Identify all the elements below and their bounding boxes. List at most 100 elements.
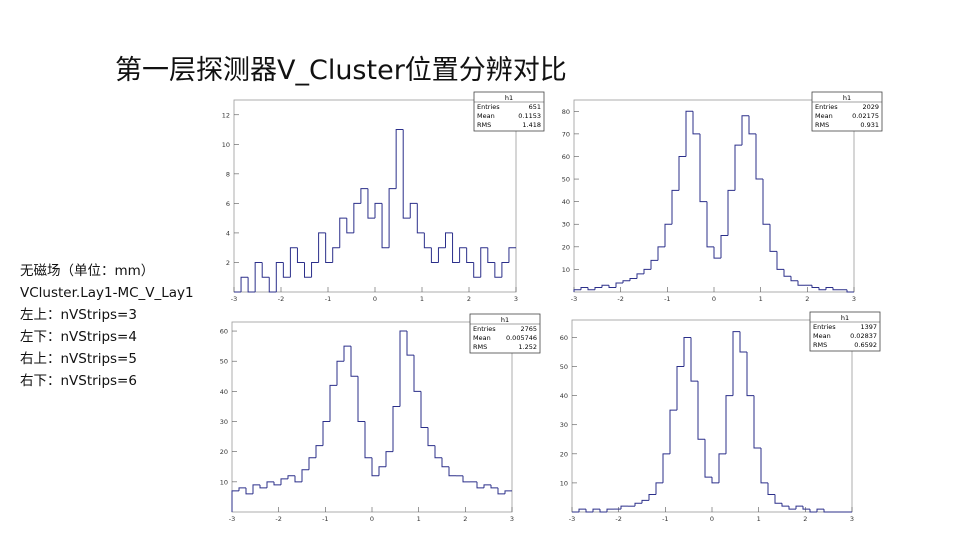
x-tick-label: 2 [467,295,471,303]
histogram-bin [634,502,642,507]
histogram-bin [420,391,428,429]
histogram-bin [430,247,439,263]
x-tick-label: 3 [510,515,514,523]
stats-value: 0.1153 [518,112,541,120]
y-tick-label: 20 [562,243,570,251]
histogram-bin [339,217,347,248]
histogram-bin [311,261,319,278]
x-tick-label: 1 [420,295,424,303]
histogram-bin [423,232,432,249]
histogram-bin [462,475,470,483]
histogram-bin [402,129,411,219]
y-tick-label: 60 [220,328,228,336]
histogram-bin [606,508,614,512]
stats-value: 0.02837 [850,332,877,340]
histogram-bin [734,144,742,191]
stats-name: Entries [813,323,836,331]
y-tick-label: 8 [226,170,230,178]
histogram-bin [406,331,414,356]
histogram-bin [427,427,435,447]
x-tick-label: 1 [757,515,761,523]
histogram-bin [767,482,775,496]
stats-value: 0.931 [860,121,879,129]
histogram-bin [280,478,288,485]
histogram-bin [769,224,777,252]
y-tick-label: 10 [220,478,228,486]
stats-name: RMS [815,121,829,129]
note: 左下：nVStrips=4 [20,329,137,345]
histogram-bin [732,331,740,396]
histogram-bin [706,201,714,248]
stats-value: 2029 [862,103,879,111]
histogram-bin [329,384,337,422]
histogram-bin [416,203,425,234]
x-tick-label: -3 [569,515,575,523]
histogram-bin [322,421,330,446]
histogram-bin [392,405,400,452]
histogram-bin [620,505,628,510]
y-tick-label: 50 [220,358,228,366]
histogram-bin [261,262,270,278]
x-tick-label: 1 [759,295,763,303]
y-tick-label: 4 [226,229,230,237]
histogram-bin [318,232,326,263]
histogram-bin [650,259,658,270]
histogram-bin [788,506,796,510]
note: 右下：nVStrips=6 [20,373,137,389]
histogram-bin [762,179,770,225]
y-tick-label: 40 [220,388,228,396]
histogram-bin [683,336,691,367]
histogram-bin [720,235,728,259]
x-tick-label: -1 [662,515,668,523]
y-tick-label: 80 [562,108,570,116]
stats-title: h1 [841,314,849,322]
stats-box [473,91,545,132]
histogram-bin [578,508,586,512]
histogram-bin [746,352,754,397]
histogram-bin [760,448,768,484]
histogram-bin [268,277,277,293]
histogram-bin [657,246,665,261]
notes: 无磁场（单位：mm） VCluster.Lay1-MC_V_Lay1 左上：nV… [20,260,194,392]
histogram-bin [727,189,735,236]
note: 左上：nVStrips=3 [20,307,137,323]
histogram-bin [774,494,782,504]
stats-title: h1 [843,94,851,102]
stats-name: RMS [813,341,827,349]
histogram-bin [240,276,249,292]
histogram-bin [301,469,309,482]
x-tick-label: -3 [231,295,237,303]
histogram-bin [487,247,495,263]
histogram-bin [409,202,418,219]
histogram-bin [629,277,637,281]
y-tick-label: 12 [222,111,230,119]
histogram-bin [699,133,707,203]
histogram-bin [434,445,442,459]
stats-name: Entries [477,103,500,111]
histogram-bin [748,115,756,135]
histogram-bin [781,503,789,507]
histogram-bin [755,133,763,180]
y-tick-label: 10 [222,141,230,149]
stats-title: h1 [505,94,513,102]
x-tick-label: 2 [803,515,807,523]
histogram-bin [753,395,761,449]
histogram-bin [704,439,712,478]
histogram-bin [573,289,581,292]
histogram-bin [371,457,379,477]
stats-box [469,313,541,354]
y-tick-label: 60 [560,334,568,342]
histogram-bin [336,360,344,386]
histogram-bin [580,286,588,290]
y-tick-label: 60 [562,153,570,161]
histogram-bin [476,481,484,489]
y-tick-label: 10 [560,479,568,487]
histogram-bin [315,445,323,458]
histogram-bin [685,110,693,157]
histogram-bin [599,509,607,513]
stats-name: Mean [813,332,831,340]
histogram-bin [664,223,672,247]
histogram-bin [254,261,263,292]
